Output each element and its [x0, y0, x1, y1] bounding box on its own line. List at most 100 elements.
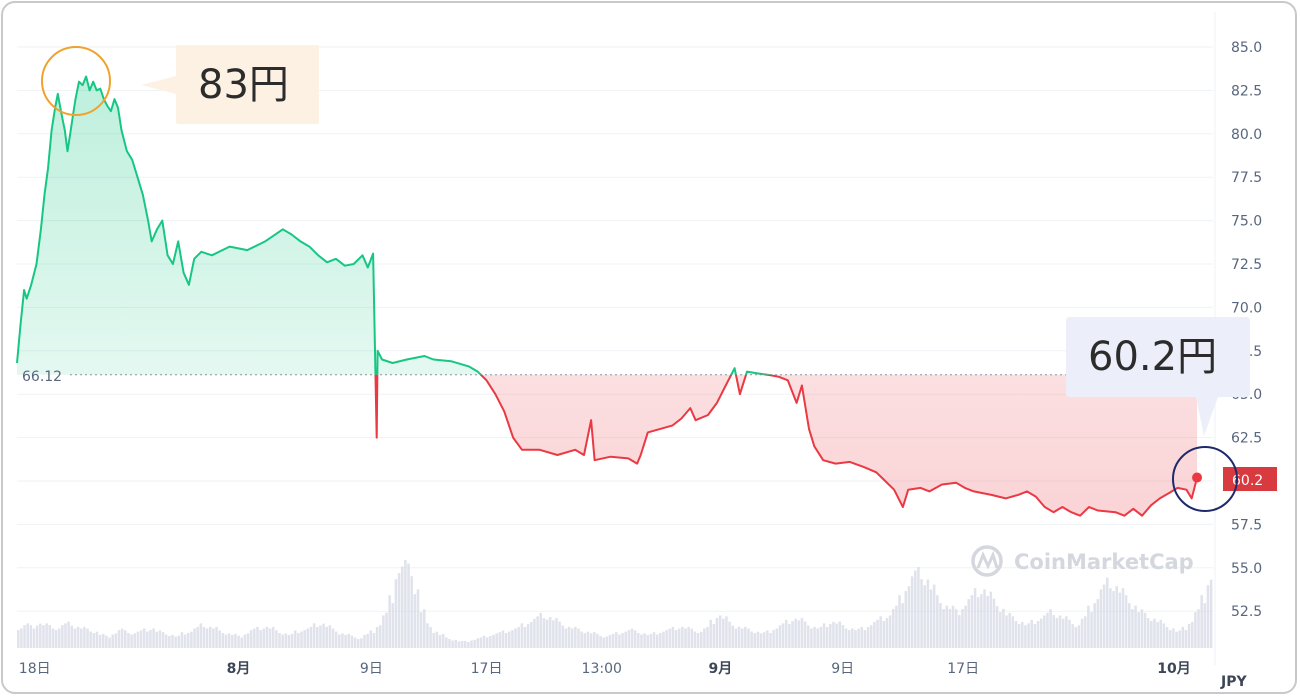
- volume-bar: [976, 597, 980, 648]
- volume-bar: [520, 623, 524, 648]
- volume-bar: [397, 573, 401, 648]
- volume-bar: [1168, 630, 1172, 648]
- volume-bar: [174, 636, 177, 648]
- volume-bar: [105, 635, 108, 648]
- volume-bar: [492, 634, 495, 648]
- volume-bar: [42, 625, 45, 648]
- volume-bar: [215, 626, 218, 648]
- y-tick-label: 62.5: [1231, 431, 1262, 447]
- coinmarketcap-logo-icon: [971, 545, 1003, 577]
- volume-bar: [608, 634, 612, 648]
- volume-bar: [338, 634, 341, 648]
- volume-bar: [1178, 630, 1181, 648]
- volume-bar: [366, 633, 369, 648]
- price-line-up: [16, 75, 774, 375]
- volume-bar: [1058, 615, 1062, 648]
- volume-bar: [876, 619, 879, 648]
- volume-bar: [725, 616, 728, 648]
- volume-bar: [599, 636, 602, 648]
- volume-bar: [20, 628, 23, 648]
- volume-bar: [630, 628, 634, 648]
- volume-bar: [202, 627, 206, 648]
- volume-bar: [677, 628, 681, 648]
- volume-bar: [923, 585, 926, 648]
- volume-bar: [769, 633, 772, 648]
- volume-bar: [674, 630, 678, 648]
- volume-bar: [1112, 591, 1115, 648]
- volume-bar: [1052, 615, 1056, 648]
- volume-bar: [1187, 624, 1191, 648]
- volume-bar: [1156, 621, 1159, 648]
- volume-bar: [1143, 612, 1147, 648]
- volume-bar: [504, 633, 508, 648]
- volume-bar: [1200, 595, 1203, 648]
- volume-bar: [989, 591, 993, 648]
- current-price-callout-text: 60.2円: [1088, 334, 1217, 380]
- volume-bar: [1194, 612, 1197, 648]
- volume-bar: [416, 589, 420, 648]
- volume-bar: [190, 631, 193, 648]
- volume-bar: [517, 626, 520, 648]
- volume-bar: [542, 618, 546, 648]
- volume-bar: [432, 633, 435, 648]
- volume-bar: [344, 634, 347, 648]
- volume-bar: [753, 633, 757, 648]
- volume-bar: [168, 636, 171, 648]
- high-price-callout: 83円: [141, 45, 319, 124]
- volume-bar: [32, 628, 36, 648]
- volume-bar: [1039, 618, 1043, 648]
- volume-bar: [964, 605, 967, 648]
- volume-bar: [806, 625, 810, 648]
- volume-bar: [1131, 609, 1134, 648]
- volume-bar: [1137, 612, 1141, 648]
- volume-bar: [511, 630, 514, 648]
- volume-bar: [193, 628, 196, 648]
- price-area-fill: [17, 76, 1198, 516]
- volume-bar: [297, 633, 300, 648]
- volume-bar: [489, 636, 492, 648]
- volume-bar: [120, 628, 124, 648]
- volume-bar: [740, 628, 744, 648]
- volume-bar: [652, 632, 656, 648]
- volume-bar: [936, 595, 939, 648]
- volume-bar: [224, 634, 228, 648]
- volume-bar: [92, 633, 96, 648]
- volume-bar: [684, 628, 687, 648]
- x-tick-label: 17日: [947, 661, 979, 677]
- volume-bar: [341, 633, 344, 648]
- y-tick-label: 52.5: [1231, 604, 1262, 620]
- volume-bar: [813, 626, 816, 648]
- volume-bar: [70, 625, 74, 648]
- volume-bar: [564, 628, 568, 648]
- volume-bar: [939, 603, 942, 648]
- volume-bar: [275, 630, 278, 648]
- volume-bar: [1159, 619, 1163, 648]
- volume-bar: [967, 599, 971, 648]
- volume-bar: [83, 626, 86, 648]
- volume-bar: [350, 635, 354, 648]
- volume-bar: [67, 621, 70, 648]
- volume-bar: [712, 624, 716, 648]
- volume-bar: [734, 628, 738, 648]
- volume-bar: [775, 628, 779, 648]
- volume-bar: [715, 618, 719, 648]
- volume-bar: [904, 591, 908, 648]
- volume-bar: [382, 615, 385, 648]
- volume-bar: [592, 632, 596, 648]
- volume-bar: [640, 634, 643, 648]
- high-price-marker-circle: [41, 46, 111, 116]
- volume-bar: [171, 634, 174, 648]
- volume-bar: [794, 618, 797, 648]
- volume-bar: [221, 633, 225, 648]
- volume-bar: [863, 630, 867, 648]
- volume-bar: [227, 633, 231, 648]
- volume-bar: [888, 615, 892, 648]
- volume-bar: [1030, 619, 1033, 648]
- volume-bar: [762, 632, 766, 648]
- volume-bar: [668, 628, 672, 648]
- current-price-marker-circle: [1172, 446, 1238, 512]
- volume-bar: [1074, 627, 1078, 648]
- volume-bar: [23, 625, 26, 648]
- volume-bar: [463, 640, 467, 648]
